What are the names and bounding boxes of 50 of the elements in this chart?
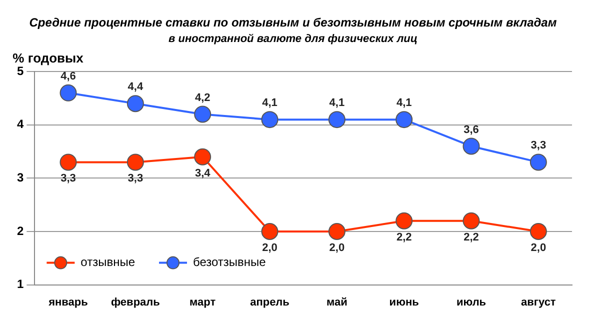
data-label: 4,4 (128, 81, 144, 94)
point (60, 84, 77, 102)
point (126, 154, 144, 171)
x-tick-label: март (190, 296, 216, 308)
data-label: 4,6 (60, 70, 76, 82)
legend-label: отзывные (80, 255, 136, 270)
point (396, 111, 413, 128)
point (462, 212, 480, 230)
data-label: 2,0 (262, 242, 278, 254)
data-label: 2,2 (396, 231, 412, 244)
y-tick-label: 2 (16, 224, 24, 238)
chart-title: Средние процентные ставки по отзывным и безотзывным новым срочным вкладам (29, 16, 557, 30)
data-label: 3,3 (128, 172, 144, 185)
x-tick-label: август (521, 296, 556, 308)
data-label: 3,6 (464, 124, 479, 136)
y-tick-label: 1 (16, 277, 24, 292)
x-tick-label: июль (456, 296, 486, 308)
point (126, 95, 144, 112)
point (530, 154, 547, 171)
point (530, 223, 547, 240)
y-axis-title: % годовых (12, 50, 84, 66)
data-label: 4,1 (396, 97, 412, 110)
data-label: 3,3 (60, 172, 76, 185)
y-tick-label: 5 (16, 64, 24, 78)
point (60, 154, 77, 171)
data-label: 2,2 (464, 231, 479, 244)
x-tick-label: февраль (110, 296, 160, 308)
y-tick-label: 4 (16, 117, 24, 132)
x-tick-label: апрель (250, 296, 290, 308)
point (194, 106, 212, 123)
point (261, 223, 278, 240)
data-label: 4,1 (329, 97, 345, 110)
data-label: 2,0 (329, 242, 345, 254)
point (261, 111, 278, 128)
data-label: 4,2 (194, 92, 210, 104)
point (194, 148, 212, 166)
data-label: 3,3 (530, 140, 546, 152)
x-tick-label: январь (48, 296, 88, 308)
x-tick-label: июнь (389, 296, 420, 308)
data-label: 4,1 (262, 97, 278, 110)
chart-subtitle: в иностранной валюте для физических лиц (168, 33, 418, 46)
legend-label: безотзывные (193, 255, 266, 270)
point (462, 138, 480, 155)
point (396, 212, 413, 230)
data-label: 3,4 (194, 167, 212, 180)
y-tick-label: 3 (16, 170, 24, 185)
x-tick-label: май (326, 296, 348, 308)
point (328, 111, 346, 128)
data-label: 2,0 (530, 242, 546, 254)
point (328, 223, 346, 240)
